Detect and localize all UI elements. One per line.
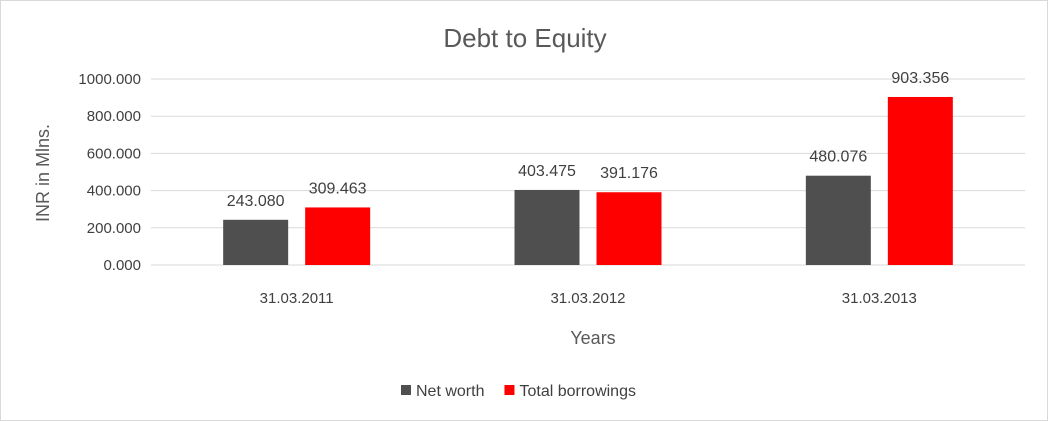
- data-label: 903.356: [891, 70, 949, 87]
- x-category-label: 31.03.2013: [842, 290, 917, 307]
- y-tick-label: 400.000: [87, 183, 141, 200]
- data-label: 480.076: [809, 149, 867, 166]
- data-label: 391.176: [600, 165, 658, 182]
- bars: [223, 96, 953, 265]
- y-axis-ticks: 0.000 200.000 400.000 600.000 800.000 1000.00…: [78, 71, 141, 274]
- x-axis-title: Years: [570, 328, 615, 348]
- data-label: 309.463: [309, 180, 367, 197]
- y-axis-title: INR in Mlns.: [33, 124, 53, 222]
- data-labels: 243.080 309.463 403.475 391.176 480.076 903.3…: [227, 70, 950, 210]
- y-tick-label: 800.000: [87, 108, 141, 125]
- legend-swatch: [504, 385, 515, 395]
- gridlines: [151, 78, 1025, 266]
- y-tick-label: 1000.000: [78, 71, 141, 88]
- chart-title: Debt to Equity: [443, 23, 606, 53]
- legend-swatch: [401, 385, 411, 395]
- x-axis-categories: 31.03.2011 31.03.2012 31.03.2013: [260, 290, 917, 307]
- data-label: 243.080: [227, 193, 285, 210]
- bar-net-worth: [805, 175, 871, 265]
- bar-net-worth: [514, 189, 580, 265]
- data-label: 403.475: [518, 163, 576, 180]
- bar-total-borrowings: [596, 192, 662, 265]
- y-tick-label: 0.000: [103, 257, 141, 274]
- bar-total-borrowings: [305, 207, 371, 265]
- y-tick-label: 200.000: [87, 220, 141, 237]
- legend-label: Total borrowings: [519, 383, 636, 400]
- x-category-label: 31.03.2011: [260, 290, 334, 307]
- bar-net-worth: [223, 219, 289, 265]
- x-category-label: 31.03.2012: [550, 290, 625, 307]
- legend-label: Net worth: [416, 383, 484, 400]
- bar-total-borrowings: [887, 96, 953, 265]
- y-tick-label: 600.000: [87, 145, 141, 162]
- legend: Net worth Total borrowings: [401, 383, 636, 400]
